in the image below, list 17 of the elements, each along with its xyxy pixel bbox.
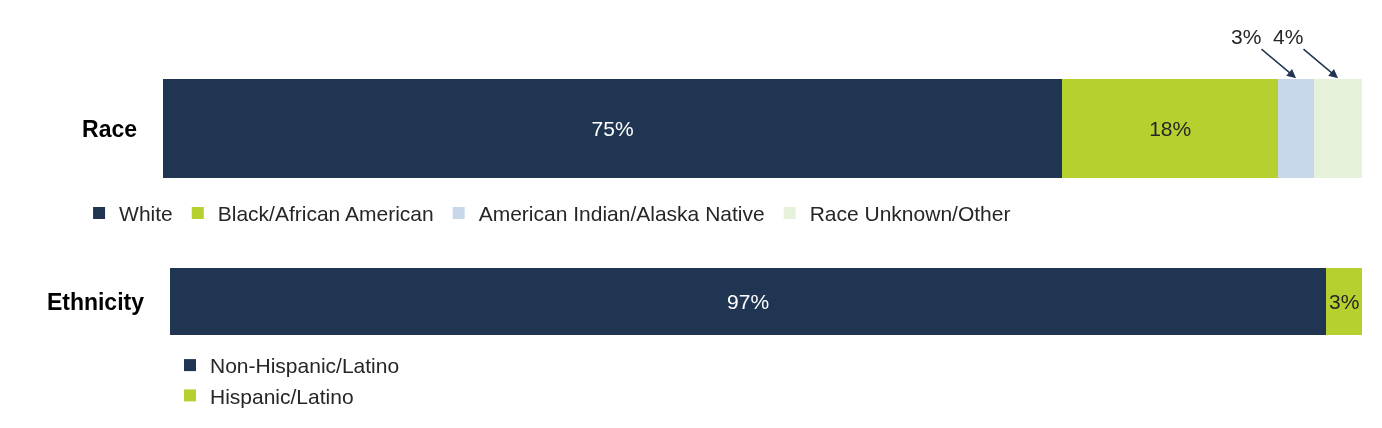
data-label: 97% [727, 290, 770, 313]
bar [1314, 78, 1362, 179]
y-tick-label: Race [82, 115, 137, 142]
legend-label: Non-Hispanic/Latino [210, 354, 400, 378]
y-tick-label: Ethnicity [46, 288, 145, 315]
bar [1062, 78, 1279, 179]
legend-label: American Indian/Alaska Native [478, 202, 765, 226]
text: 3% [1231, 25, 1262, 48]
legend-label: Hispanic/Latino [210, 384, 354, 408]
data-label: 3% [1328, 290, 1360, 313]
data-label: 18% [1149, 117, 1192, 140]
legend-label: White [119, 202, 173, 226]
legend-label: Race Unknown/Other [809, 202, 1011, 226]
text: 4% [1273, 25, 1304, 48]
data-label: 75% [591, 117, 634, 140]
bar [1278, 78, 1315, 179]
legend-label: Black/African American [217, 202, 434, 226]
